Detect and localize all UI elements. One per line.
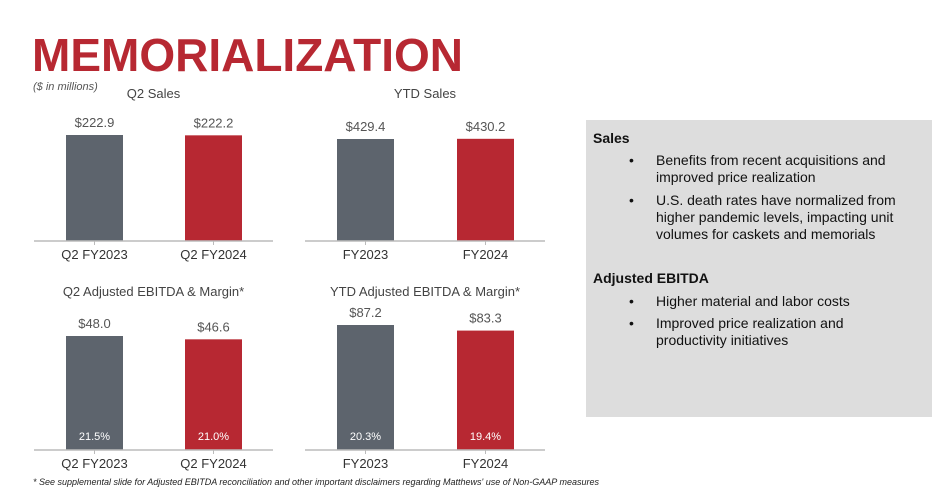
sales-heading: Sales [593, 130, 630, 146]
bar [66, 135, 123, 241]
x-tick-label: FY2023 [343, 247, 389, 262]
chart-title: Q2 Sales [127, 86, 181, 101]
data-label: $222.9 [75, 115, 115, 130]
margin-label: 19.4% [470, 431, 501, 443]
data-label: $429.4 [346, 119, 386, 134]
data-label: $222.2 [194, 115, 234, 130]
chart-title: YTD Sales [394, 86, 457, 101]
x-tick-label: Q2 FY2024 [180, 456, 247, 471]
margin-label: 21.0% [198, 431, 229, 443]
bar [66, 336, 123, 450]
bar [337, 325, 394, 450]
chart-title: Q2 Adjusted EBITDA & Margin* [63, 284, 244, 299]
bullet-icon: • [629, 152, 634, 168]
page-title: MEMORIALIZATION [32, 29, 463, 81]
units-note: ($ in millions) [33, 81, 98, 93]
bullet-text: Benefits from recent acquisitions and im… [656, 152, 886, 185]
x-tick-label: FY2024 [463, 247, 509, 262]
footnote: * See supplemental slide for Adjusted EB… [33, 477, 599, 487]
bar [337, 139, 394, 241]
chart-title: YTD Adjusted EBITDA & Margin* [330, 284, 520, 299]
x-tick-label: FY2023 [343, 456, 389, 471]
bullet-text: U.S. death rates have normalized from hi… [656, 192, 896, 242]
bar [457, 330, 514, 450]
bullet-icon: • [629, 293, 634, 309]
x-tick-label: FY2024 [463, 456, 509, 471]
x-tick-label: Q2 FY2023 [61, 456, 128, 471]
bar [185, 339, 242, 450]
commentary-panel: Sales • Benefits from recent acquisition… [586, 120, 932, 417]
bar [457, 138, 514, 241]
bullet-text: Higher material and labor costs [656, 293, 850, 309]
data-label: $430.2 [466, 119, 506, 134]
data-label: $48.0 [78, 316, 111, 331]
data-label: $83.3 [469, 311, 502, 326]
ebitda-heading: Adjusted EBITDA [593, 270, 709, 286]
bar [185, 135, 242, 241]
x-tick-label: Q2 FY2023 [61, 247, 128, 262]
bullet-text: Improved price realization and productiv… [656, 315, 844, 348]
margin-label: 20.3% [350, 431, 381, 443]
data-label: $46.6 [197, 319, 230, 334]
bullet-icon: • [629, 192, 634, 208]
margin-label: 21.5% [79, 431, 110, 443]
x-tick-label: Q2 FY2024 [180, 247, 247, 262]
bullet-icon: • [629, 315, 634, 331]
data-label: $87.2 [349, 305, 382, 320]
